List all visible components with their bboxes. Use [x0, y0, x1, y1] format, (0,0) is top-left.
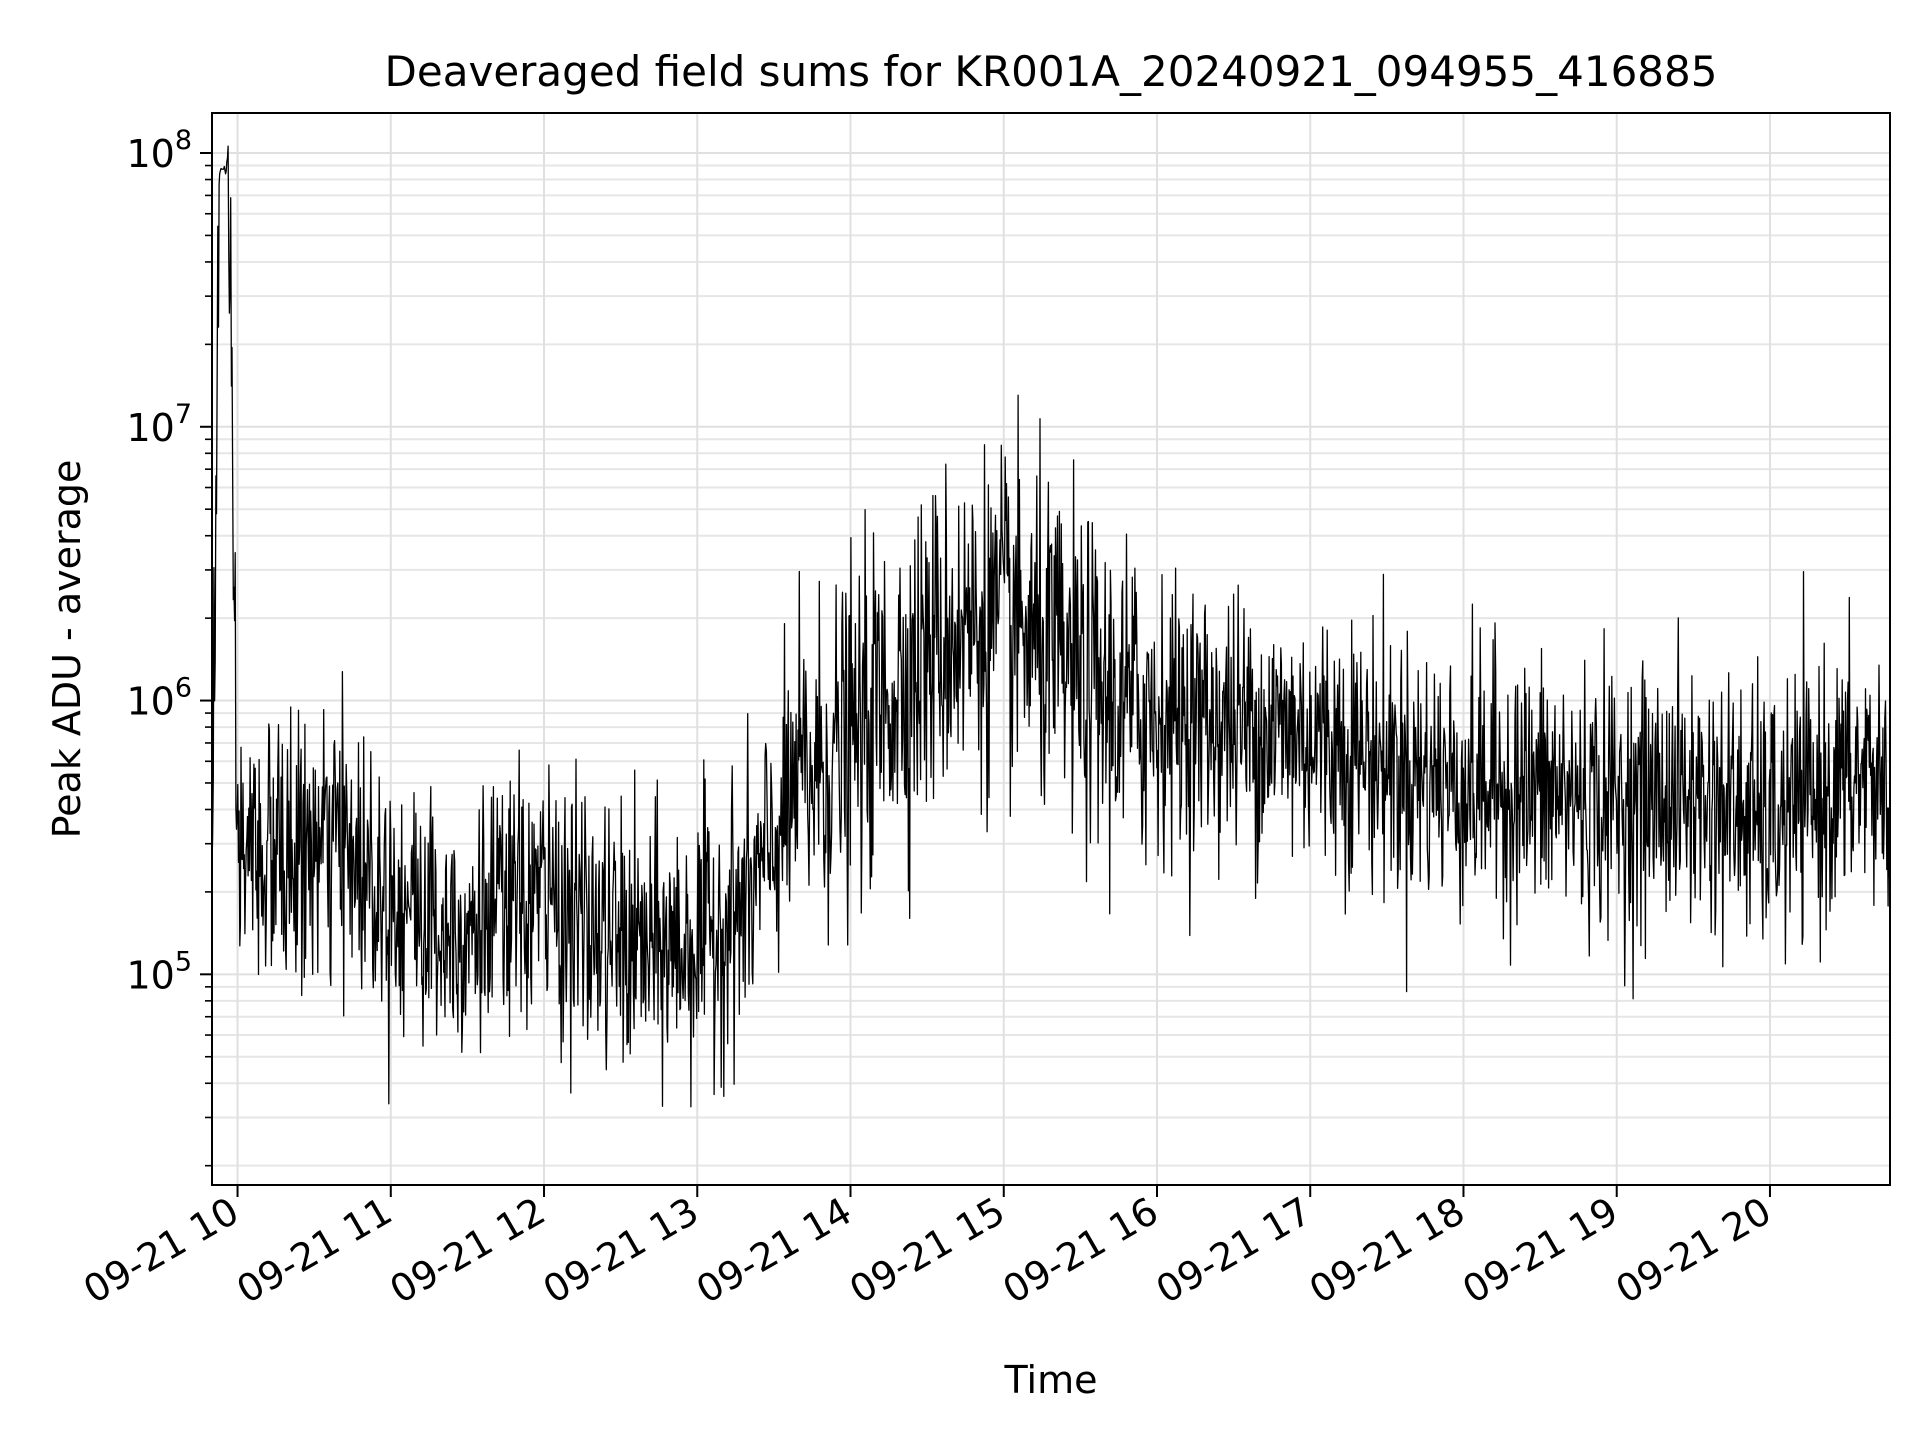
- y-axis-label: Peak ADU - average: [45, 460, 89, 839]
- chart-title: Deaveraged field sums for KR001A_2024092…: [385, 47, 1718, 96]
- series-layer: [211, 145, 1891, 1108]
- y-tick-label: 105: [126, 946, 192, 997]
- series-line: [211, 145, 1891, 1108]
- x-axis-label: Time: [1004, 1358, 1098, 1402]
- y-tick-label: 106: [126, 673, 192, 724]
- y-tick-label: 107: [126, 399, 192, 450]
- plot-frame: [211, 112, 1891, 1186]
- y-tick-label: 108: [126, 125, 192, 176]
